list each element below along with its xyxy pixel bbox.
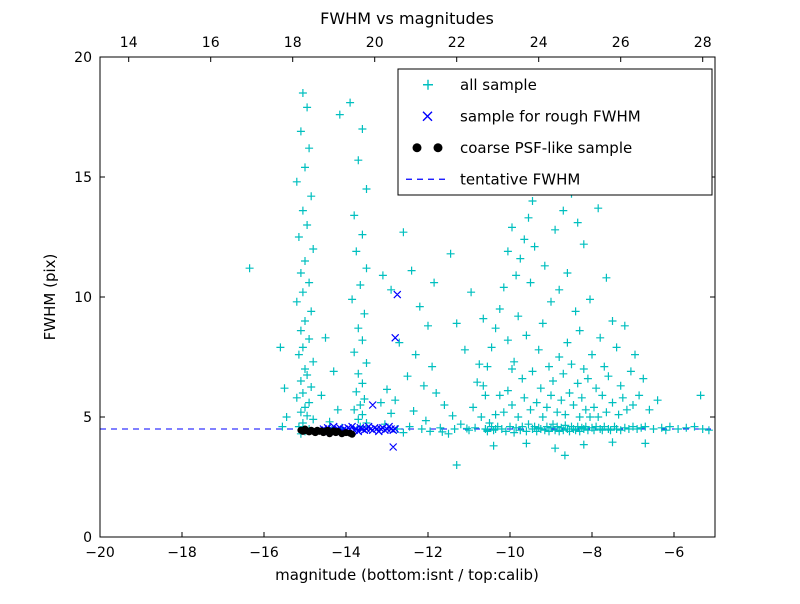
y-tick-label: 5	[83, 410, 92, 426]
legend: all sample sample for rough FWHM coarse PS…	[397, 68, 713, 196]
x-bottom-tick-label: −20	[85, 545, 115, 561]
x-top-tick-label: 14	[120, 35, 138, 51]
y-axis-label: FWHM (pix)	[41, 254, 59, 341]
x-top-tick-label: 20	[366, 35, 384, 51]
x-top-tick-label: 18	[284, 35, 302, 51]
legend-box	[397, 68, 713, 196]
x-top-tick-label: 16	[202, 35, 220, 51]
legend-entry-label: tentative FWHM	[460, 170, 580, 188]
legend-cross-icon	[422, 111, 433, 122]
x-bottom-tick-label: −12	[413, 545, 443, 561]
series-dots	[297, 425, 356, 438]
x-top-tick-label: 24	[530, 35, 548, 51]
legend-entry-label: sample for rough FWHM	[460, 107, 641, 125]
chart-title: FWHM vs magnitudes	[320, 9, 494, 28]
x-bottom-tick-label: −10	[495, 545, 525, 561]
legend-entry-label: all sample	[460, 76, 537, 94]
legend-plus-icon	[423, 79, 433, 90]
plot-area	[100, 89, 715, 469]
x-bottom-tick-label: −14	[331, 545, 361, 561]
series-plus	[245, 89, 713, 469]
legend-dot-icon	[412, 143, 422, 153]
legend-entry-label: coarse PSF-like sample	[460, 139, 632, 157]
y-tick-label: 15	[74, 170, 92, 186]
y-tick-label: 20	[74, 50, 92, 66]
x-top-tick-label: 28	[694, 35, 712, 51]
y-tick-label: 0	[83, 530, 92, 546]
axes-frame: −20 −18 −16 −14 −12 −10 −8 −6 14 16 18 20 22 24 26 28 0 5…	[74, 35, 716, 561]
x-bottom-tick-label: −8	[582, 545, 603, 561]
y-tick-label: 10	[74, 290, 92, 306]
x-bottom-tick-label: −16	[249, 545, 279, 561]
x-top-tick-label: 22	[448, 35, 466, 51]
legend-dot-icon	[433, 143, 443, 153]
x-top-tick-label: 26	[612, 35, 630, 51]
x-axis-label: magnitude (bottom:isnt / top:calib)	[275, 566, 539, 584]
x-bottom-tick-label: −6	[664, 545, 685, 561]
x-bottom-tick-label: −18	[167, 545, 197, 561]
